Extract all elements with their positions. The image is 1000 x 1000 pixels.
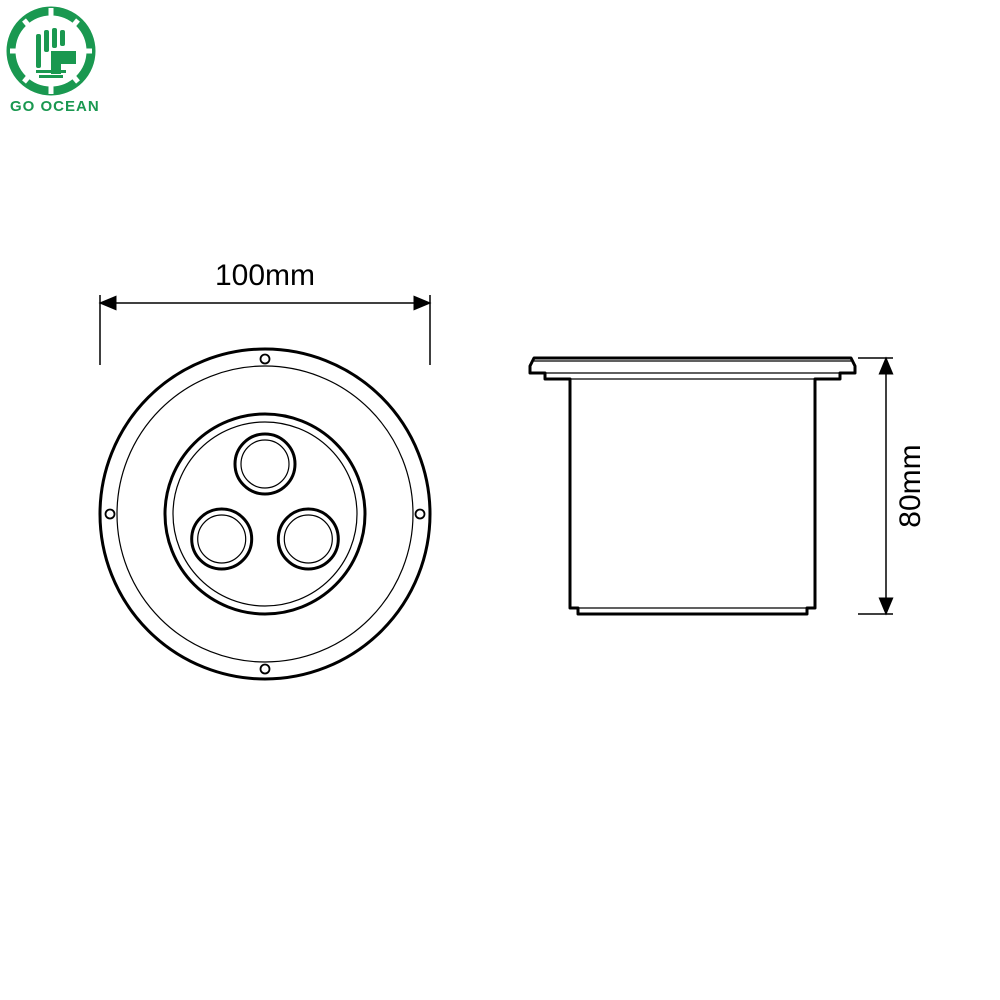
height-label: 80mm [894, 444, 927, 527]
height-dimension: 80mm [858, 358, 927, 614]
top-view-drawing [100, 349, 430, 679]
width-label: 100mm [215, 259, 315, 292]
technical-drawing: 100mm 80mm [0, 0, 1000, 1000]
side-view-drawing [530, 358, 855, 614]
